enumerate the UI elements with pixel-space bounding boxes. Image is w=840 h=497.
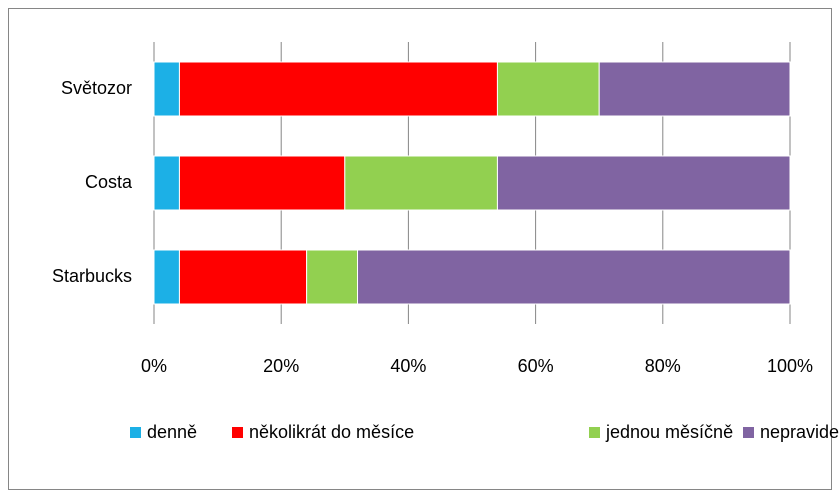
legend-swatch bbox=[743, 427, 754, 438]
bar-segment bbox=[496, 155, 791, 211]
bar-segment bbox=[344, 155, 498, 211]
legend-label: jednou měsíčně bbox=[605, 422, 733, 442]
bar-segment bbox=[153, 249, 180, 305]
bar-segment bbox=[153, 61, 180, 117]
legend-swatch bbox=[130, 427, 141, 438]
y-tick-label: Světozor bbox=[61, 78, 132, 98]
x-tick-label: 100% bbox=[767, 356, 813, 376]
bar-segment bbox=[306, 249, 359, 305]
y-tick-label: Costa bbox=[85, 172, 133, 192]
bar-segment bbox=[598, 61, 791, 117]
x-tick-label: 40% bbox=[390, 356, 426, 376]
bar-segment bbox=[153, 155, 180, 211]
x-tick-label: 20% bbox=[263, 356, 299, 376]
bar-segment bbox=[496, 61, 600, 117]
bar-segment bbox=[357, 249, 791, 305]
bar-segment bbox=[178, 155, 346, 211]
y-tick-label: Starbucks bbox=[52, 266, 132, 286]
x-tick-label: 80% bbox=[645, 356, 681, 376]
x-tick-label: 60% bbox=[518, 356, 554, 376]
bar-segment bbox=[178, 249, 308, 305]
legend-label: několikrát do měsíce bbox=[249, 422, 414, 442]
bar-segment bbox=[178, 61, 498, 117]
legend-label: denně bbox=[147, 422, 197, 442]
legend-label: nepravidelně bbox=[760, 422, 840, 442]
x-tick-label: 0% bbox=[141, 356, 167, 376]
legend-swatch bbox=[589, 427, 600, 438]
legend-swatch bbox=[232, 427, 243, 438]
